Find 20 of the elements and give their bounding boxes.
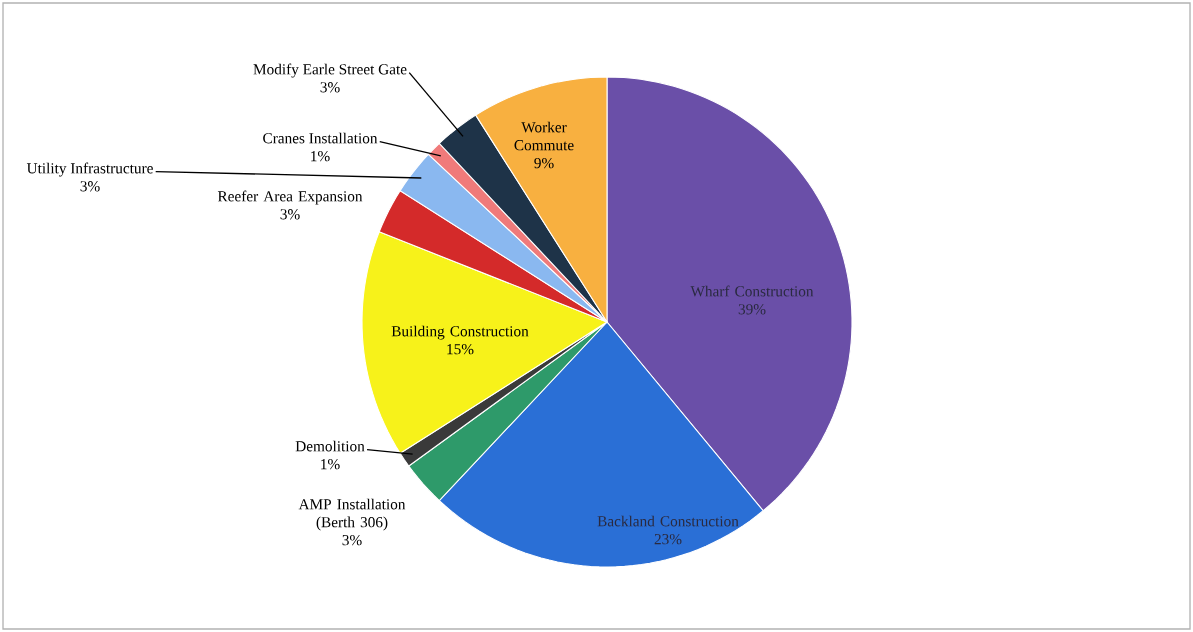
data-label: 3% [320, 82, 340, 93]
data-label: 23% [654, 534, 682, 545]
slice-label: Demolition [295, 440, 365, 452]
slice-label: Reefer Area Expansion [217, 190, 363, 205]
data-label: 15% [447, 344, 474, 355]
data-label: 1% [321, 459, 340, 470]
data-label: 3% [342, 534, 362, 546]
slice-label: Modify Earle Street Gate [253, 63, 407, 78]
data-label: 3% [80, 181, 100, 192]
data-label: 39% [738, 304, 766, 315]
slice-label: Wharf Construction [690, 285, 814, 297]
data-label: 1% [311, 151, 330, 162]
data-label: 9% [534, 157, 554, 169]
slice-label: AMP Installation (Berth 306) [298, 498, 406, 531]
slice-label: Utility Infrastructure [26, 162, 153, 177]
slice-label: Cranes Installation [263, 132, 378, 144]
slice-label: Backland Construction [597, 515, 739, 527]
slice-label: Worker Commute [514, 121, 574, 151]
slice-label: Building Construction [391, 325, 529, 340]
data-label: 3% [280, 209, 300, 220]
